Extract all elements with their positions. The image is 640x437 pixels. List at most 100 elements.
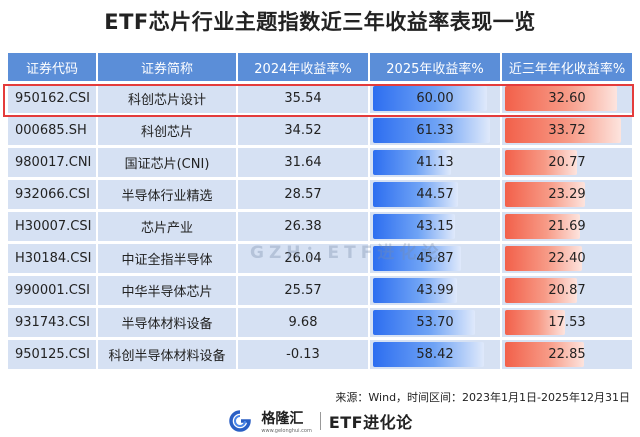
cell-name: 中证全指半导体 <box>98 244 238 273</box>
bar-2025 <box>373 86 488 111</box>
returns-table: 证券代码 证券简称 2024年收益率% 2025年收益率% 近三年年化收益率% … <box>8 53 632 372</box>
value-annualized: 20.77 <box>548 155 586 170</box>
bar-2025 <box>373 246 461 271</box>
cell-name: 中华半导体芯片 <box>98 276 238 305</box>
table-row: H30184.CSI 中证全指半导体 26.04 45.87 22.40 <box>8 244 632 273</box>
cell-annualized: 23.29 <box>502 180 632 209</box>
value-2025: 43.99 <box>416 283 454 298</box>
source-note: 来源：Wind，时间区间：2023年1月1日-2025年12月31日 <box>335 391 630 404</box>
cell-code: 000685.SH <box>8 116 98 145</box>
bar-2025 <box>373 342 485 367</box>
cell-annualized: 32.60 <box>502 84 632 113</box>
cell-2024: 26.04 <box>238 244 370 273</box>
cell-name: 科创芯片 <box>98 116 238 145</box>
cell-2024: 26.38 <box>238 212 370 241</box>
value-annualized: 22.85 <box>548 347 586 362</box>
bar-annualized <box>505 278 577 303</box>
cell-2025: 45.87 <box>370 244 502 273</box>
header-2025: 2025年收益率% <box>370 53 502 81</box>
cell-2025: 43.15 <box>370 212 502 241</box>
bar-annualized-track: 21.69 <box>505 214 629 239</box>
bar-2025 <box>373 214 456 239</box>
value-2025: 58.42 <box>416 347 454 362</box>
bar-annualized-track: 20.77 <box>505 150 629 175</box>
bar-annualized <box>505 310 566 335</box>
cell-code: 932066.CSI <box>8 180 98 209</box>
bar-annualized-track: 20.87 <box>505 278 629 303</box>
value-annualized: 22.40 <box>548 251 586 266</box>
bar-annualized <box>505 86 618 111</box>
cell-code: 931743.CSI <box>8 308 98 337</box>
cell-annualized: 22.40 <box>502 244 632 273</box>
bar-annualized <box>505 246 583 271</box>
bar-2025-track: 61.33 <box>373 118 497 143</box>
footer: 格隆汇 www.gelonghui.com ETF进化论 <box>0 407 640 435</box>
cell-annualized: 33.72 <box>502 116 632 145</box>
bar-annualized <box>505 182 586 207</box>
value-annualized: 17.53 <box>548 315 586 330</box>
bar-2025-track: 43.15 <box>373 214 497 239</box>
cell-annualized: 17.53 <box>502 308 632 337</box>
value-2025: 43.15 <box>416 219 454 234</box>
cell-2024: 25.57 <box>238 276 370 305</box>
cell-2025: 44.57 <box>370 180 502 209</box>
bar-annualized-track: 23.29 <box>505 182 629 207</box>
cell-2024: 9.68 <box>238 308 370 337</box>
brand-gelonghui: 格隆汇 www.gelonghui.com <box>261 408 311 434</box>
table-row: 950125.CSI 科创半导体材料设备 -0.13 58.42 22.85 <box>8 340 632 369</box>
cell-annualized: 21.69 <box>502 212 632 241</box>
bar-annualized-track: 32.60 <box>505 86 629 111</box>
bar-2025-track: 45.87 <box>373 246 497 271</box>
bar-2025-track: 41.13 <box>373 150 497 175</box>
bar-annualized-track: 22.85 <box>505 342 629 367</box>
table-row: 932066.CSI 半导体行业精选 28.57 44.57 23.29 <box>8 180 632 209</box>
header-2025-label: 2025年收益率% <box>386 61 484 77</box>
cell-name: 科创半导体材料设备 <box>98 340 238 369</box>
table-row: 990001.CSI 中华半导体芯片 25.57 43.99 20.87 <box>8 276 632 305</box>
watermark: GZH：ETF进化论 <box>250 243 444 263</box>
cell-2025: 53.70 <box>370 308 502 337</box>
value-2025: 41.13 <box>416 155 454 170</box>
bar-2025-track: 43.99 <box>373 278 497 303</box>
value-2025: 44.57 <box>416 187 454 202</box>
bar-annualized <box>505 150 577 175</box>
cell-name: 科创芯片设计 <box>98 84 238 113</box>
value-annualized: 23.29 <box>548 187 586 202</box>
table-row: 931743.CSI 半导体材料设备 9.68 53.70 17.53 <box>8 308 632 337</box>
cell-annualized: 22.85 <box>502 340 632 369</box>
cell-name: 芯片产业 <box>98 212 238 241</box>
table-row: 000685.SH 科创芯片 34.52 61.33 33.72 <box>8 116 632 145</box>
value-2025: 53.70 <box>416 315 454 330</box>
value-2025: 61.33 <box>416 123 454 138</box>
cell-2024: -0.13 <box>238 340 370 369</box>
cell-2024: 35.54 <box>238 84 370 113</box>
cell-name: 半导体材料设备 <box>98 308 238 337</box>
cell-2024: 34.52 <box>238 116 370 145</box>
cell-2024: 31.64 <box>238 148 370 177</box>
bar-2025 <box>373 150 452 175</box>
bar-2025-track: 53.70 <box>373 310 497 335</box>
brand-gelonghui-text: 格隆汇 <box>261 411 304 427</box>
cell-2025: 58.42 <box>370 340 502 369</box>
bar-2025-track: 44.57 <box>373 182 497 207</box>
table-row: H30007.CSI 芯片产业 26.38 43.15 21.69 <box>8 212 632 241</box>
cell-name: 半导体行业精选 <box>98 180 238 209</box>
cell-2025: 41.13 <box>370 148 502 177</box>
brand-etf: ETF进化论 <box>328 413 413 432</box>
value-annualized: 33.72 <box>548 123 586 138</box>
bar-2025-track: 60.00 <box>373 86 497 111</box>
header-name: 证券简称 <box>98 53 238 81</box>
cell-code: 950162.CSI <box>8 84 98 113</box>
bar-2025 <box>373 310 476 335</box>
bar-2025 <box>373 182 459 207</box>
bar-annualized <box>505 342 584 367</box>
value-2025: 45.87 <box>416 251 454 266</box>
table-row: 950162.CSI 科创芯片设计 35.54 60.00 32.60 <box>8 84 632 113</box>
table-body: 950162.CSI 科创芯片设计 35.54 60.00 32.60 000685.SH… <box>8 84 632 369</box>
bar-2025 <box>373 118 490 143</box>
cell-annualized: 20.77 <box>502 148 632 177</box>
cell-annualized: 20.87 <box>502 276 632 305</box>
bar-annualized <box>505 118 622 143</box>
bar-annualized-track: 33.72 <box>505 118 629 143</box>
cell-2025: 61.33 <box>370 116 502 145</box>
